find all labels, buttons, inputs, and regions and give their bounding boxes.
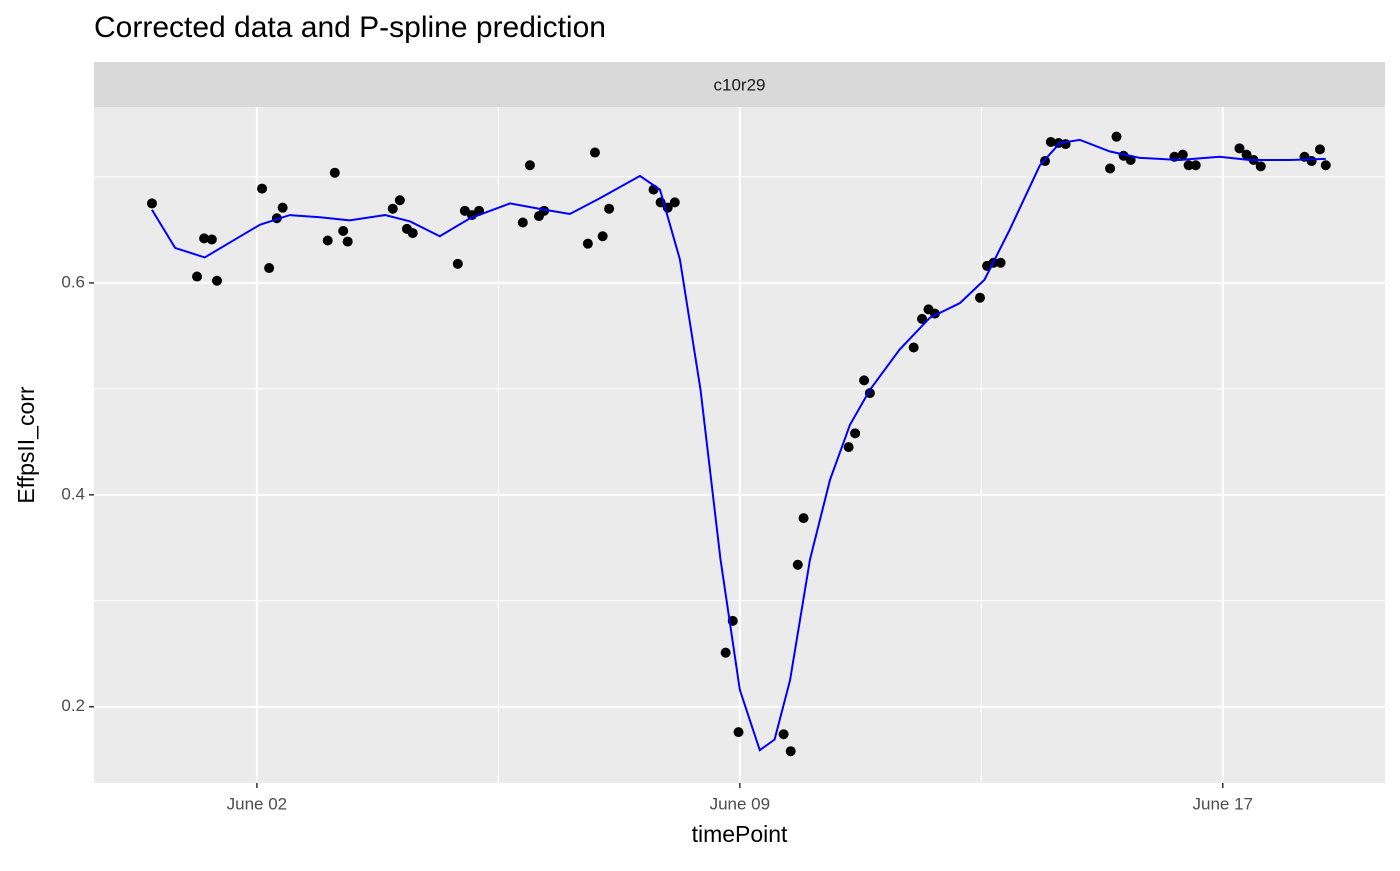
data-point <box>843 442 854 453</box>
data-point <box>257 183 268 194</box>
data-point <box>917 313 928 324</box>
data-point <box>524 160 535 171</box>
data-point <box>1190 160 1201 171</box>
data-point <box>1314 144 1325 155</box>
data-point <box>329 167 340 178</box>
x-axis-title: timePoint <box>692 821 788 847</box>
data-point <box>720 647 731 658</box>
data-point <box>908 342 919 353</box>
data-point <box>1177 149 1188 160</box>
data-point <box>995 257 1006 268</box>
data-point <box>597 231 608 242</box>
data-point <box>1241 149 1252 160</box>
x-tick-label: June 17 <box>1192 794 1253 813</box>
data-point <box>342 236 353 247</box>
data-point <box>1183 160 1194 171</box>
data-point <box>1111 131 1122 142</box>
y-axis-title: EffpsII_corr <box>13 386 39 504</box>
data-point <box>407 228 418 239</box>
facet-strip <box>94 62 1385 107</box>
data-point <box>589 147 600 158</box>
data-point <box>778 729 789 740</box>
data-point <box>1105 163 1116 174</box>
data-point <box>582 238 593 249</box>
data-point <box>1255 161 1266 172</box>
data-point <box>798 513 809 524</box>
data-point <box>792 559 803 570</box>
data-point <box>1234 143 1245 154</box>
data-point <box>199 233 210 244</box>
data-point <box>211 275 222 286</box>
facet-label: c10r29 <box>714 75 766 94</box>
data-point <box>859 375 870 386</box>
data-point <box>452 258 463 269</box>
x-tick-label: June 02 <box>227 794 288 813</box>
data-point <box>1306 156 1317 167</box>
data-point <box>338 225 349 236</box>
y-tick-label: 0.4 <box>61 484 85 503</box>
chart-title: Corrected data and P-spline prediction <box>94 11 606 44</box>
data-point <box>277 202 288 213</box>
data-point <box>206 234 217 245</box>
grid <box>94 107 1385 783</box>
data-point <box>146 198 157 209</box>
data-point <box>733 727 744 738</box>
data-point <box>1320 160 1331 171</box>
data-point <box>394 195 405 206</box>
data-point <box>264 263 275 274</box>
data-point <box>192 271 203 282</box>
data-point <box>785 746 796 757</box>
data-point <box>974 292 985 303</box>
spline-line <box>151 138 1326 752</box>
x-tick-label: June 09 <box>710 794 771 813</box>
plot-area <box>146 131 1331 757</box>
data-point <box>850 428 861 439</box>
data-point <box>669 197 680 208</box>
data-point <box>517 217 528 228</box>
data-point <box>604 203 615 214</box>
data-point <box>322 235 333 246</box>
y-tick-label: 0.2 <box>61 696 85 715</box>
data-point <box>387 203 398 214</box>
data-point <box>1045 136 1056 147</box>
y-tick-label: 0.6 <box>61 272 85 291</box>
